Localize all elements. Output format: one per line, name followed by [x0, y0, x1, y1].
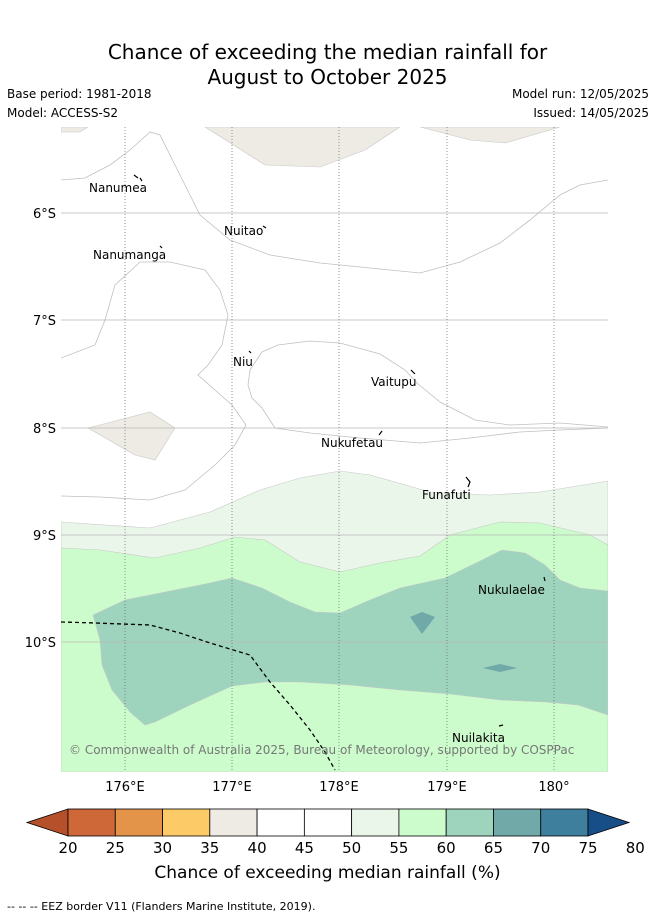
lat-label-9s: 9°S — [33, 529, 56, 544]
place-nanumanga: Nanumanga — [93, 248, 166, 262]
longitude-gridlines — [124, 127, 555, 772]
colorbar-extend-high — [587, 808, 631, 837]
island-nanumea — [133, 174, 143, 182]
lon-label-180: 180° — [538, 780, 569, 795]
latitude-gridlines — [61, 212, 608, 643]
colorbar-tick-label: 70 — [531, 839, 550, 857]
longitude-labels: 176°E 177°E 178°E 179°E 180° — [105, 780, 569, 795]
colorbar-segment — [209, 808, 258, 837]
island-niu — [248, 350, 252, 354]
lat-label-10s: 10°S — [25, 636, 56, 651]
colorbar-tick-label: 30 — [153, 839, 172, 857]
base-period: Base period: 1981-2018 — [7, 87, 152, 101]
lon-label-176e: 176°E — [105, 780, 145, 795]
colorbar-tick-label: 20 — [58, 839, 77, 857]
colorbar-tick-label: 25 — [106, 839, 125, 857]
band-65-70 — [92, 549, 608, 726]
eez-legend: -- -- -- EEZ border V11 (Flanders Marine… — [7, 900, 316, 913]
colorbar-segment — [540, 808, 589, 837]
model-name: Model: ACCESS-S2 — [7, 106, 119, 120]
colorbar-tick-label: 65 — [484, 839, 503, 857]
place-funafuti: Funafuti — [422, 488, 471, 502]
colorbar-segment — [351, 808, 400, 837]
colorbar-tick-label: 60 — [437, 839, 456, 857]
colorbar-segment — [398, 808, 447, 837]
place-vaitupu: Vaitupu — [371, 375, 417, 389]
colorbar-segment — [162, 808, 211, 837]
colorbar-segment — [493, 808, 542, 837]
colorbar-segment — [67, 808, 116, 837]
colorbar-tick-label: 55 — [389, 839, 408, 857]
colorbar-segment — [114, 808, 163, 837]
colorbar: 20 25 30 35 40 45 50 55 60 65 70 75 80 — [25, 808, 645, 857]
issued-date: Issued: 14/05/2025 — [533, 106, 649, 120]
title-line-2: August to October 2025 — [207, 65, 448, 89]
lon-label-179e: 179°E — [427, 780, 467, 795]
colorbar-tick-label: 40 — [248, 839, 267, 857]
lon-label-177e: 177°E — [212, 780, 252, 795]
place-nukulaelae: Nukulaelae — [478, 583, 545, 597]
colorbar-segment — [303, 808, 353, 837]
colorbar-tick-label: 80 — [626, 839, 645, 857]
island-nuitao — [262, 225, 267, 229]
place-niu: Niu — [233, 355, 253, 369]
island-nuilakita — [498, 724, 504, 727]
colorbar-extend-low — [25, 808, 69, 837]
place-labels: Nanumea Nuitao Nanumanga Niu Vaitupu Nuk… — [89, 181, 545, 745]
latitude-labels: 6°S 7°S 8°S 9°S 10°S — [25, 207, 56, 651]
probability-contours — [61, 127, 608, 772]
colorbar-segment — [445, 808, 494, 837]
place-nuilakita: Nuilakita — [452, 731, 505, 745]
island-funafuti — [465, 476, 471, 488]
copyright-notice: © Commonwealth of Australia 2025, Bureau… — [69, 743, 574, 757]
colorbar-tick-label: 35 — [200, 839, 219, 857]
colorbar-tick-label: 45 — [295, 839, 314, 857]
eez-border — [60, 621, 336, 771]
island-vaitupu — [410, 369, 416, 375]
model-run: Model run: 12/05/2025 — [511, 87, 649, 101]
colorbar-label: Chance of exceeding median rainfall (%) — [154, 863, 501, 883]
patch-70-75-a — [410, 612, 435, 634]
lat-label-6s: 6°S — [33, 207, 56, 222]
place-nanumea: Nanumea — [89, 181, 147, 195]
title-line-1: Chance of exceeding the median rainfall … — [107, 40, 548, 64]
island-nukulaelae — [543, 576, 546, 582]
lat-label-8s: 8°S — [33, 422, 56, 437]
patch-40-45-northwest — [61, 127, 89, 133]
place-nukufetau: Nukufetau — [321, 436, 383, 450]
lat-label-7s: 7°S — [33, 314, 56, 329]
patch-40-45-north — [204, 127, 401, 168]
patch-40-45-west — [87, 411, 176, 461]
patch-40-45-northeast — [419, 127, 561, 144]
place-nuitao: Nuitao — [224, 224, 263, 238]
contour-lines — [61, 131, 608, 501]
colorbar-segment — [256, 808, 305, 837]
island-nanumanga — [159, 245, 163, 249]
lon-label-178e: 178°E — [319, 780, 359, 795]
colorbar-tick-label: 50 — [342, 839, 361, 857]
island-nukufetau — [378, 430, 383, 436]
island-marks — [133, 174, 546, 727]
patch-70-75-b — [483, 664, 517, 672]
map-title: Chance of exceeding the median rainfall … — [0, 40, 655, 90]
colorbar-tick-label: 75 — [578, 839, 597, 857]
